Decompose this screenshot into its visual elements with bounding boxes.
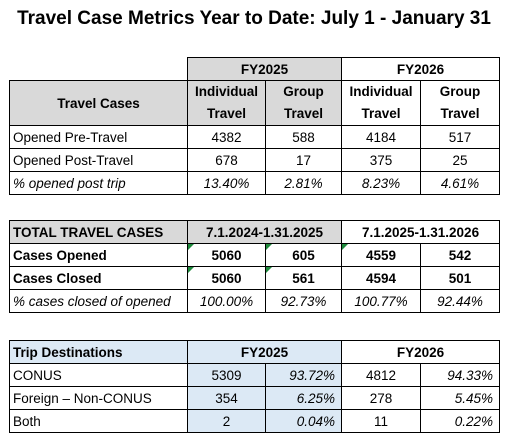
cell: 5309: [187, 363, 266, 387]
cell: 4.61%: [420, 171, 501, 195]
individual-travel-2026-header: Individual Travel: [341, 80, 422, 126]
cell: 678: [187, 148, 266, 172]
cell: 6.25%: [264, 386, 343, 410]
cell: 354: [187, 386, 266, 410]
cell: 4812: [341, 363, 422, 387]
cell: 561: [264, 266, 343, 290]
table-row: % opened post trip 13.40% 2.81% 8.23% 4.…: [9, 171, 501, 195]
cell: 94.33%: [420, 363, 501, 387]
cell: 542: [420, 243, 501, 267]
cell: 375: [341, 148, 422, 172]
cell: 605: [264, 243, 343, 267]
range-2026-header: 7.1.2025-1.31.2026: [341, 220, 501, 244]
page-title: Travel Case Metrics Year to Date: July 1…: [17, 8, 491, 29]
fy2026-header: FY2026: [341, 57, 501, 81]
cell: 5060: [187, 266, 266, 290]
cell: 4559: [341, 243, 422, 267]
cell: 5060: [187, 243, 266, 267]
cell: 92.44%: [420, 289, 501, 313]
group-travel-2025-header: Group Travel: [264, 80, 343, 126]
cell: 93.72%: [264, 363, 343, 387]
fy2026-header: FY2026: [341, 340, 501, 364]
cell: 13.40%: [187, 171, 266, 195]
table-row: Opened Post-Travel 678 17 375 25: [9, 148, 501, 172]
range-2025-header: 7.1.2024-1.31.2025: [186, 220, 343, 244]
table-row: % cases closed of opened 100.00% 92.73% …: [9, 289, 501, 313]
table-row: Foreign – Non-CONUS 354 6.25% 278 5.45%: [9, 386, 501, 410]
row-label: Opened Post-Travel: [9, 148, 188, 172]
cell: 100.77%: [341, 289, 422, 313]
cell: 4382: [187, 125, 266, 149]
cell: 517: [420, 125, 501, 149]
table-row: Cases Closed 5060 561 4594 501: [9, 266, 501, 290]
total-travel-cases-table: TOTAL TRAVEL CASES 7.1.2024-1.31.2025 7.…: [9, 220, 501, 313]
row-label: Cases Closed: [9, 266, 188, 290]
cell: 0.22%: [420, 409, 501, 433]
individual-travel-2025-header: Individual Travel: [187, 80, 266, 126]
total-travel-cases-header: TOTAL TRAVEL CASES: [9, 220, 188, 244]
trip-destinations-table: Trip Destinations FY2025 FY2026 CONUS 53…: [9, 340, 501, 433]
cell: 17: [264, 148, 343, 172]
trip-destinations-header: Trip Destinations: [9, 340, 188, 364]
cell: 100.00%: [187, 289, 266, 313]
group-travel-2026-header: Group Travel: [420, 80, 501, 126]
cell: 278: [341, 386, 422, 410]
fy2025-header: FY2025: [186, 57, 343, 81]
cell: 11: [341, 409, 422, 433]
table-row: Opened Pre-Travel 4382 588 4184 517: [9, 125, 501, 149]
cell: 2.81%: [264, 171, 343, 195]
cell: 5.45%: [420, 386, 501, 410]
cell: 588: [264, 125, 343, 149]
row-label: CONUS: [9, 363, 188, 387]
row-label: Both: [9, 409, 188, 433]
cell: 2: [187, 409, 266, 433]
cell: 501: [420, 266, 501, 290]
cell: 4594: [341, 266, 422, 290]
row-label: % opened post trip: [9, 171, 188, 195]
row-label: Cases Opened: [9, 243, 188, 267]
travel-cases-table: FY2025 FY2026 Travel Cases Individual Tr…: [9, 57, 501, 195]
fy2025-header: FY2025: [186, 340, 343, 364]
row-label: Opened Pre-Travel: [9, 125, 188, 149]
table-row: Both 2 0.04% 11 0.22%: [9, 409, 501, 433]
cell: 0.04%: [264, 409, 343, 433]
row-label: % cases closed of opened: [9, 289, 188, 313]
cell: 8.23%: [341, 171, 422, 195]
cell: 25: [420, 148, 501, 172]
row-label: Foreign – Non-CONUS: [9, 386, 188, 410]
blank-cell: [10, 58, 188, 81]
cell: 4184: [341, 125, 422, 149]
travel-cases-header: Travel Cases: [9, 80, 188, 126]
table-row: Cases Opened 5060 605 4559 542: [9, 243, 501, 267]
table-row: CONUS 5309 93.72% 4812 94.33%: [9, 363, 501, 387]
cell: 92.73%: [264, 289, 343, 313]
